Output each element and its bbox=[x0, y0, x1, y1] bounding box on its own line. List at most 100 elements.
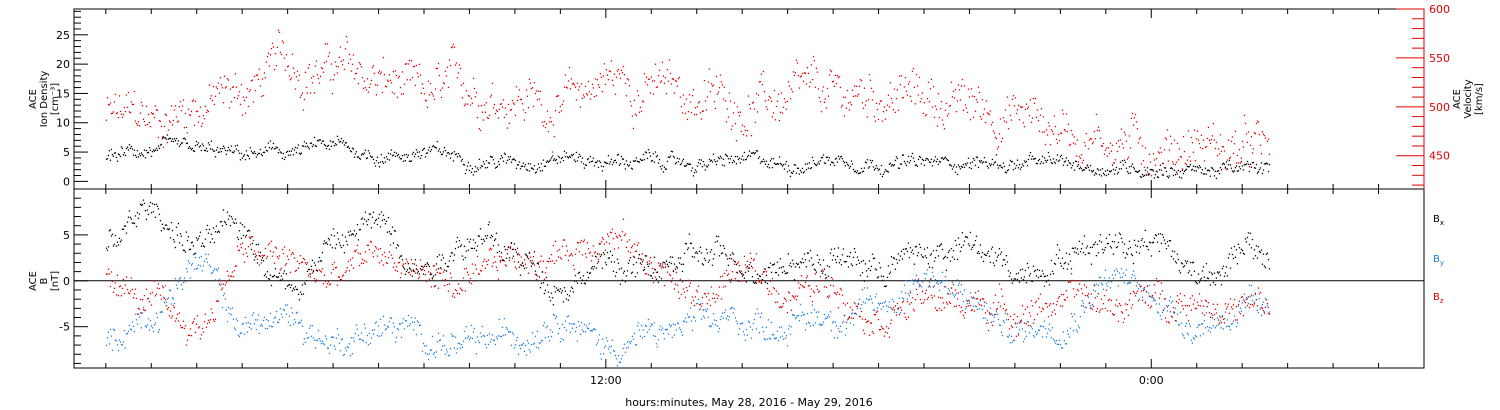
data-point bbox=[1234, 319, 1237, 321]
data-point bbox=[170, 140, 173, 142]
data-point bbox=[292, 323, 295, 325]
data-point bbox=[444, 353, 447, 355]
data-point bbox=[733, 161, 736, 163]
data-point bbox=[400, 272, 403, 274]
data-point bbox=[334, 348, 337, 350]
data-point bbox=[675, 271, 678, 274]
data-point bbox=[382, 315, 385, 317]
data-point bbox=[731, 162, 734, 164]
data-point bbox=[1231, 308, 1234, 310]
data-point bbox=[179, 325, 182, 327]
data-point bbox=[856, 95, 859, 97]
data-point bbox=[368, 332, 371, 335]
data-point bbox=[962, 314, 965, 317]
data-point bbox=[120, 113, 123, 115]
data-point bbox=[611, 79, 614, 81]
data-point bbox=[444, 149, 447, 152]
data-point bbox=[296, 70, 299, 72]
data-point bbox=[199, 265, 202, 267]
data-point bbox=[556, 162, 559, 165]
data-point bbox=[127, 149, 130, 151]
data-point bbox=[1214, 147, 1217, 150]
data-point bbox=[717, 156, 720, 159]
data-point bbox=[705, 296, 708, 298]
data-point bbox=[759, 81, 762, 83]
data-point bbox=[591, 330, 594, 332]
data-point bbox=[437, 62, 440, 65]
data-point bbox=[160, 298, 163, 300]
bottom-left-ylabel-line1: ACE bbox=[28, 271, 39, 291]
data-point bbox=[440, 268, 443, 270]
data-point bbox=[740, 323, 743, 325]
data-point bbox=[995, 154, 998, 156]
data-point bbox=[548, 160, 551, 162]
data-point bbox=[160, 125, 163, 127]
data-point bbox=[730, 155, 733, 157]
data-point bbox=[1182, 172, 1185, 175]
data-point bbox=[949, 164, 952, 166]
data-point bbox=[486, 166, 489, 169]
data-point bbox=[1171, 316, 1174, 318]
data-point bbox=[1095, 113, 1098, 116]
data-point bbox=[122, 278, 125, 281]
data-point bbox=[766, 166, 769, 168]
data-point bbox=[940, 281, 943, 283]
data-point bbox=[953, 305, 956, 308]
data-point bbox=[766, 288, 769, 290]
data-point bbox=[517, 95, 520, 98]
data-point bbox=[230, 314, 233, 316]
data-point bbox=[536, 275, 539, 277]
data-point bbox=[926, 158, 929, 160]
data-point bbox=[1056, 142, 1059, 144]
data-point bbox=[898, 297, 901, 299]
data-point bbox=[843, 314, 846, 317]
data-point bbox=[1170, 315, 1173, 317]
data-point bbox=[505, 327, 508, 329]
data-point bbox=[753, 153, 756, 155]
data-point bbox=[327, 144, 330, 147]
data-point bbox=[1064, 130, 1067, 132]
data-point bbox=[1171, 161, 1174, 163]
data-point bbox=[845, 321, 848, 324]
data-point bbox=[182, 281, 185, 284]
data-point bbox=[548, 340, 551, 342]
data-point bbox=[750, 135, 753, 137]
data-point bbox=[321, 268, 324, 270]
data-point bbox=[760, 281, 763, 284]
data-point bbox=[622, 65, 625, 68]
data-point bbox=[339, 279, 342, 281]
data-point bbox=[979, 299, 982, 301]
data-point bbox=[186, 271, 189, 273]
data-point bbox=[1149, 161, 1152, 163]
data-point bbox=[862, 329, 865, 331]
data-point bbox=[700, 318, 703, 320]
data-point bbox=[452, 160, 455, 162]
data-point bbox=[458, 64, 461, 66]
data-point bbox=[1259, 144, 1262, 146]
data-point bbox=[131, 288, 134, 291]
data-point bbox=[213, 268, 216, 270]
data-point bbox=[955, 305, 958, 307]
data-point bbox=[339, 140, 342, 143]
data-point bbox=[916, 165, 919, 167]
data-point bbox=[470, 324, 473, 327]
data-point bbox=[923, 164, 926, 166]
data-point bbox=[506, 328, 509, 330]
data-point bbox=[326, 43, 329, 45]
data-point bbox=[930, 158, 933, 160]
data-point bbox=[733, 102, 736, 104]
data-point bbox=[396, 96, 399, 98]
data-point bbox=[1130, 307, 1133, 309]
data-point bbox=[938, 307, 941, 310]
data-point bbox=[1088, 301, 1091, 304]
data-point bbox=[620, 69, 623, 72]
data-point bbox=[552, 159, 555, 161]
data-point bbox=[1108, 277, 1111, 279]
data-point bbox=[1165, 138, 1168, 140]
data-point bbox=[1229, 298, 1232, 300]
data-point bbox=[934, 279, 937, 281]
data-point bbox=[586, 242, 589, 244]
data-point bbox=[389, 317, 392, 319]
data-point bbox=[886, 170, 889, 173]
data-point bbox=[1119, 304, 1122, 307]
